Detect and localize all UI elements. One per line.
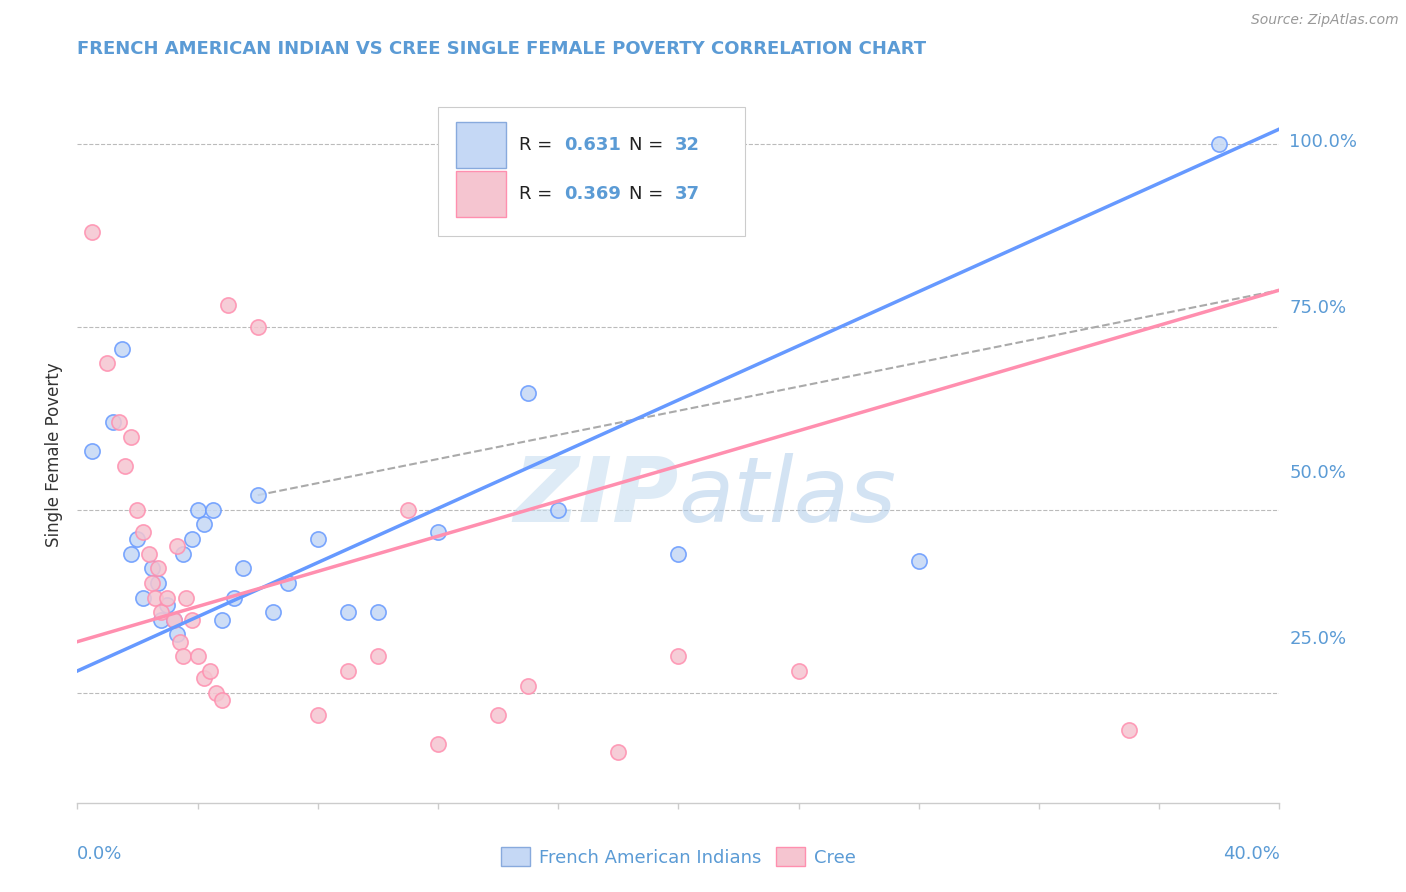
Point: [141, 561, 163, 575]
Legend: French American Indians, Cree: French American Indians, Cree: [494, 839, 863, 874]
Point: [150, 606, 173, 620]
Point: [166, 627, 188, 641]
Point: [1208, 136, 1230, 151]
Text: 0.631: 0.631: [564, 136, 621, 154]
Point: [187, 503, 209, 517]
Point: [138, 547, 160, 561]
FancyBboxPatch shape: [456, 122, 506, 169]
Point: [547, 503, 569, 517]
Point: [120, 429, 142, 443]
Point: [172, 547, 194, 561]
Point: [517, 385, 540, 400]
FancyBboxPatch shape: [456, 171, 506, 217]
Point: [82, 225, 104, 239]
Point: [396, 503, 419, 517]
Point: [222, 591, 245, 605]
Text: Source: ZipAtlas.com: Source: ZipAtlas.com: [1251, 13, 1399, 28]
Point: [82, 444, 104, 458]
Text: R =: R =: [519, 185, 558, 203]
Point: [908, 554, 931, 568]
Point: [162, 613, 184, 627]
Point: [156, 598, 179, 612]
Point: [277, 576, 299, 591]
Point: [127, 503, 149, 517]
Point: [166, 540, 188, 554]
Text: 0.0%: 0.0%: [77, 845, 122, 863]
Text: ZIP: ZIP: [513, 452, 679, 541]
Point: [114, 458, 136, 473]
Point: [246, 488, 269, 502]
Point: [1118, 723, 1140, 737]
Point: [111, 342, 134, 356]
Point: [180, 532, 202, 546]
Text: 32: 32: [675, 136, 700, 154]
Point: [307, 532, 329, 546]
Point: [96, 356, 118, 370]
Point: [150, 613, 173, 627]
Point: [668, 649, 690, 664]
Point: [148, 576, 170, 591]
Point: [367, 606, 389, 620]
Point: [427, 737, 450, 751]
Y-axis label: Single Female Poverty: Single Female Poverty: [45, 363, 63, 547]
Point: [336, 606, 359, 620]
Point: [172, 649, 194, 664]
FancyBboxPatch shape: [439, 107, 745, 235]
Text: N =: N =: [628, 185, 669, 203]
Point: [148, 561, 170, 575]
Point: [607, 745, 630, 759]
Point: [336, 664, 359, 678]
Point: [187, 649, 209, 664]
Point: [156, 591, 179, 605]
Text: N =: N =: [628, 136, 669, 154]
Point: [307, 707, 329, 722]
Point: [193, 517, 215, 532]
Point: [174, 591, 197, 605]
Point: [517, 679, 540, 693]
Point: [367, 649, 389, 664]
Point: [211, 613, 233, 627]
Point: [217, 298, 239, 312]
Point: [145, 591, 167, 605]
Point: [103, 415, 125, 429]
Point: [201, 503, 224, 517]
Point: [198, 664, 221, 678]
Point: [127, 532, 149, 546]
Point: [787, 664, 810, 678]
Text: atlas: atlas: [679, 452, 897, 541]
Text: 40.0%: 40.0%: [1223, 845, 1279, 863]
Point: [141, 576, 163, 591]
Point: [232, 561, 254, 575]
Point: [193, 671, 215, 685]
Point: [180, 613, 202, 627]
Text: FRENCH AMERICAN INDIAN VS CREE SINGLE FEMALE POVERTY CORRELATION CHART: FRENCH AMERICAN INDIAN VS CREE SINGLE FE…: [77, 40, 927, 58]
Point: [204, 686, 226, 700]
Text: 0.369: 0.369: [564, 185, 621, 203]
Point: [262, 606, 284, 620]
Point: [427, 524, 450, 539]
Text: R =: R =: [519, 136, 558, 154]
Point: [211, 693, 233, 707]
Text: 37: 37: [675, 185, 700, 203]
Point: [120, 547, 142, 561]
Point: [486, 707, 509, 722]
Point: [169, 634, 191, 648]
Point: [132, 591, 155, 605]
Point: [246, 319, 269, 334]
Point: [108, 415, 131, 429]
Point: [132, 524, 155, 539]
Point: [162, 613, 184, 627]
Point: [668, 547, 690, 561]
